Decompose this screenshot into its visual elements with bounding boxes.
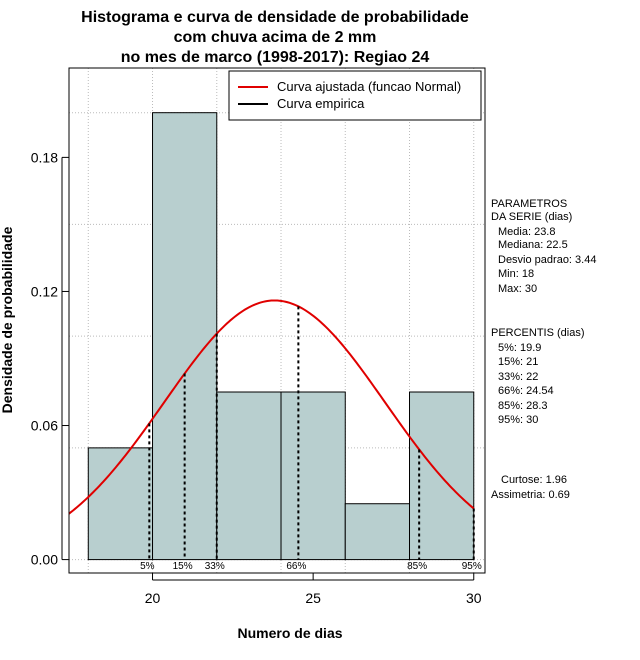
percentile-markers: 5% 15% 33% 66% 85% 95% (140, 306, 482, 572)
x-tick-label: 30 (466, 590, 482, 606)
percentis-title: PERCENTIS (dias) (491, 327, 585, 339)
x-tick-label: 20 (145, 590, 161, 606)
param-desvio: Desvio padrao: 3.44 (498, 254, 596, 266)
percentile-label: 15% (173, 561, 193, 572)
histogram-bar (216, 391, 282, 561)
title-line-1: Histograma e curva de densidade de proba… (81, 9, 469, 26)
x-tick-label: 25 (305, 590, 321, 606)
legend-label-empirical: Curva empirica (277, 96, 365, 111)
param-mediana: Mediana: 22.5 (498, 239, 568, 251)
percentil-33: 33%: 22 (498, 371, 538, 383)
y-tick-label: 0.18 (31, 149, 58, 165)
y-tick-label: 0.00 (31, 552, 58, 568)
percentile-label: 33% (205, 561, 225, 572)
histogram-bar (280, 391, 346, 561)
y-tick-label: 0.12 (31, 283, 58, 299)
assimetria: Assimetria: 0.69 (491, 489, 570, 501)
y-tick-label: 0.06 (31, 418, 58, 434)
percentil-95: 95%: 30 (498, 414, 538, 426)
percentile-label: 66% (286, 561, 306, 572)
title-line-2: com chuva acima de 2 mm (174, 29, 377, 46)
histogram-bar (344, 503, 411, 561)
percentil-85: 85%: 28.3 (498, 400, 548, 412)
percentil-66: 66%: 24.54 (498, 385, 554, 397)
histogram-bar (152, 112, 218, 561)
normal-curve (68, 299, 475, 515)
chart-title: Histograma e curva de densidade de proba… (81, 9, 469, 66)
histogram-bars (87, 112, 475, 561)
percentile-label: 5% (140, 561, 155, 572)
legend-label-normal: Curva ajustada (funcao Normal) (277, 79, 461, 94)
percentil-5: 5%: 19.9 (498, 342, 541, 354)
axes: 20 25 30 0.00 0.06 0.12 0.18 (31, 149, 482, 606)
plot-frame (68, 67, 486, 574)
legend-box (228, 70, 482, 121)
title-line-3: no mes de marco (1998-2017): Regiao 24 (121, 49, 430, 66)
statistics-panel: PARAMETROS DA SERIE (dias) Media: 23.8 M… (491, 198, 596, 501)
curtose: Curtose: 1.96 (501, 474, 567, 486)
param-media: Media: 23.8 (498, 226, 555, 238)
param-max: Max: 30 (498, 283, 537, 295)
y-axis-label: Densidade de probabilidade (0, 226, 15, 413)
histogram-bar (87, 447, 154, 561)
normal-curve-line (68, 299, 475, 515)
parametros-title-2: DA SERIE (dias) (491, 211, 572, 223)
param-min: Min: 18 (498, 268, 534, 280)
percentil-15: 15%: 21 (498, 356, 538, 368)
legend: Curva ajustada (funcao Normal) Curva emp… (228, 70, 482, 121)
percentile-label: 85% (407, 561, 427, 572)
percentile-label: 95% (462, 561, 482, 572)
parametros-title-1: PARAMETROS (491, 198, 567, 210)
x-axis-label: Numero de dias (237, 625, 342, 641)
